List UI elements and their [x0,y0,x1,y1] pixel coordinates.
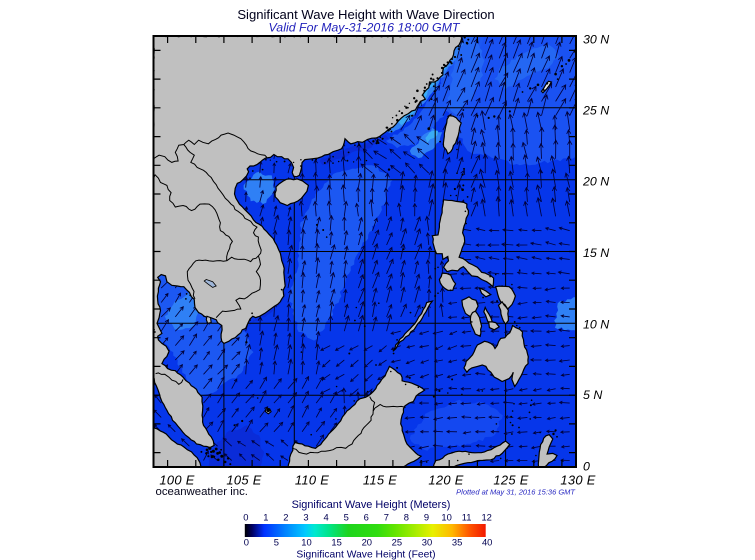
svg-text:120 E: 120 E [428,473,463,488]
svg-text:7: 7 [384,512,389,523]
svg-text:Significant Wave Height (Meter: Significant Wave Height (Meters) [292,499,451,511]
svg-text:30 N: 30 N [583,33,609,47]
svg-text:0: 0 [583,460,590,474]
svg-text:110 E: 110 E [295,473,329,488]
svg-text:9: 9 [424,512,429,523]
svg-text:15: 15 [331,536,341,547]
svg-text:2: 2 [283,512,288,523]
svg-text:40: 40 [482,536,492,547]
svg-text:115 E: 115 E [363,473,397,488]
svg-text:6: 6 [364,512,369,523]
svg-text:5: 5 [274,536,279,547]
svg-text:11: 11 [462,512,472,523]
svg-text:100 E: 100 E [159,473,194,488]
svg-text:10 N: 10 N [583,318,609,332]
svg-text:35: 35 [452,536,462,547]
svg-text:25 N: 25 N [582,104,609,118]
svg-text:oceanweather inc.: oceanweather inc. [156,486,248,498]
svg-text:Valid For May-31-2016 18:00 GM: Valid For May-31-2016 18:00 GMT [269,21,461,35]
svg-text:0: 0 [244,536,249,547]
svg-text:4: 4 [323,512,328,523]
svg-text:3: 3 [303,512,308,523]
svg-text:30: 30 [422,536,432,547]
svg-text:10: 10 [441,512,451,523]
svg-text:5: 5 [344,512,349,523]
svg-text:0: 0 [243,512,248,523]
svg-text:Plotted at May 31, 2016 15:36: Plotted at May 31, 2016 15:36 GMT [456,488,576,497]
svg-text:10: 10 [301,536,311,547]
svg-text:20: 20 [362,536,372,547]
svg-text:25: 25 [392,536,402,547]
svg-text:12: 12 [481,512,491,523]
svg-text:Significant Wave Height with W: Significant Wave Height with Wave Direct… [237,7,494,22]
svg-text:8: 8 [404,512,409,523]
svg-text:20 N: 20 N [582,175,609,189]
svg-text:Significant Wave Height (Feet): Significant Wave Height (Feet) [296,549,435,560]
svg-text:125 E: 125 E [493,473,528,488]
svg-text:15 N: 15 N [583,246,609,260]
svg-text:1: 1 [263,512,268,523]
svg-text:130 E: 130 E [560,473,595,488]
svg-text:105 E: 105 E [226,473,261,488]
svg-text:5 N: 5 N [583,388,602,402]
